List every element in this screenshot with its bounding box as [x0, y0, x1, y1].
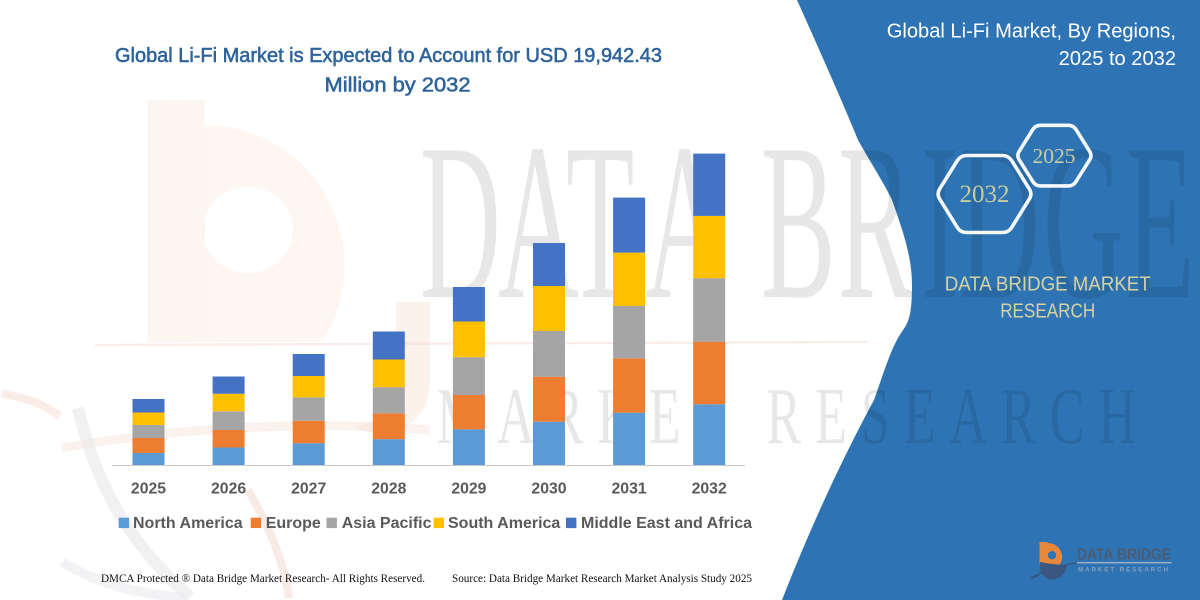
- svg-text:MARKET RESEARCH: MARKET RESEARCH: [1078, 567, 1170, 574]
- svg-text:2029: 2029: [451, 481, 486, 498]
- svg-text:2030: 2030: [531, 481, 566, 498]
- svg-text:Million by 2032: Million by 2032: [325, 75, 471, 97]
- svg-text:Source: Data Bridge Market Res: Source: Data Bridge Market Research Mark…: [452, 571, 752, 585]
- svg-text:2027: 2027: [291, 481, 326, 498]
- svg-text:Global Li-Fi Market is Expecte: Global Li-Fi Market is Expected to Accou…: [115, 45, 662, 67]
- svg-text:2025 to 2032: 2025 to 2032: [1059, 48, 1176, 70]
- svg-text:North America: North America: [133, 515, 243, 532]
- svg-text:DMCA Protected ® Data Bridge M: DMCA Protected ® Data Bridge Market Rese…: [101, 571, 425, 585]
- svg-text:2026: 2026: [211, 481, 246, 498]
- svg-text:Asia Pacific: Asia Pacific: [342, 515, 432, 532]
- svg-text:RESEARCH: RESEARCH: [1000, 300, 1095, 323]
- svg-text:2025: 2025: [131, 481, 166, 498]
- svg-text:DATA BRIDGE: DATA BRIDGE: [1077, 547, 1171, 564]
- svg-text:DATA BRIDGE MARKET: DATA BRIDGE MARKET: [945, 273, 1151, 296]
- svg-text:Europe: Europe: [266, 515, 321, 532]
- svg-text:2032: 2032: [692, 481, 727, 498]
- svg-text:Middle East and Africa: Middle East and Africa: [581, 515, 752, 532]
- svg-text:Global Li-Fi Market, By Region: Global Li-Fi Market, By Regions,: [887, 21, 1176, 43]
- svg-text:2031: 2031: [612, 481, 647, 498]
- svg-text:South America: South America: [448, 515, 560, 532]
- svg-text:2032: 2032: [960, 181, 1010, 208]
- svg-text:2028: 2028: [371, 481, 406, 498]
- svg-text:2025: 2025: [1033, 144, 1076, 168]
